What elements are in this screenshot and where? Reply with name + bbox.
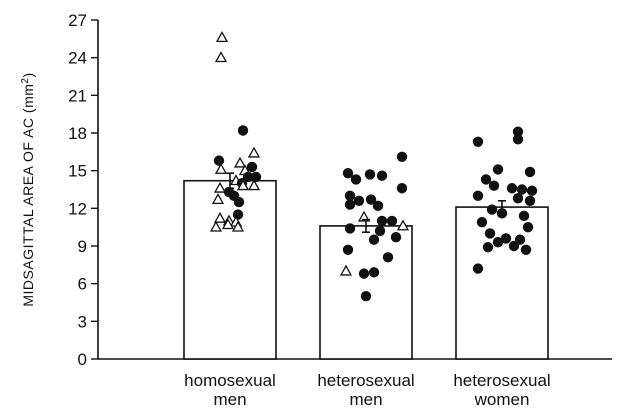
- data-point-filled: [472, 136, 484, 147]
- data-point-filled: [512, 134, 524, 145]
- category-label: heterosexual: [317, 371, 414, 390]
- data-point-open: [213, 211, 227, 223]
- data-point-filled: [396, 183, 408, 194]
- data-point-filled: [344, 190, 356, 201]
- data-point-filled: [506, 183, 518, 194]
- y-tick-label: 15: [68, 162, 87, 181]
- data-point-filled: [520, 244, 532, 255]
- data-point-filled: [360, 291, 372, 302]
- data-point-filled: [376, 215, 388, 227]
- data-point-open: [233, 156, 247, 168]
- bar: [183, 179, 277, 360]
- data-points: [209, 31, 538, 302]
- data-point-open: [211, 193, 225, 205]
- data-point-open: [396, 219, 410, 231]
- category-label: women: [474, 390, 530, 409]
- data-point-filled: [237, 125, 249, 136]
- y-tick-label: 6: [78, 275, 87, 294]
- data-point-filled: [374, 225, 386, 237]
- data-point-open: [247, 179, 261, 191]
- data-point-filled: [492, 237, 504, 248]
- data-point-filled: [526, 185, 538, 196]
- category-label: homosexual: [184, 371, 276, 390]
- data-point-filled: [472, 263, 484, 274]
- data-point-filled: [518, 210, 530, 222]
- y-tick-label: 24: [68, 49, 87, 68]
- data-point-filled: [524, 166, 536, 178]
- data-point-filled: [376, 170, 388, 181]
- y-tick-label: 12: [68, 199, 87, 218]
- data-point-filled: [484, 228, 496, 239]
- data-point-open: [214, 162, 228, 174]
- data-point-filled: [488, 180, 500, 191]
- data-point-filled: [342, 244, 354, 255]
- data-point-filled: [233, 196, 245, 208]
- data-point-filled: [500, 233, 512, 244]
- data-point-open: [236, 179, 250, 191]
- data-point-filled: [344, 223, 356, 234]
- y-tick-label: 27: [68, 11, 87, 30]
- data-point-filled: [368, 267, 380, 278]
- y-tick-label: 9: [78, 237, 87, 256]
- y-tick-label: 0: [78, 350, 87, 369]
- data-point-open: [215, 31, 229, 43]
- data-point-filled: [390, 232, 402, 243]
- data-point-open: [221, 218, 235, 230]
- data-point-filled: [250, 171, 262, 183]
- data-point-filled: [213, 155, 225, 166]
- data-point-filled: [232, 209, 244, 220]
- data-point-filled: [246, 161, 258, 173]
- data-point-open: [231, 220, 245, 232]
- data-point-filled: [522, 221, 534, 233]
- data-point-filled: [480, 174, 492, 185]
- category-label: men: [213, 390, 246, 409]
- data-point-filled: [368, 234, 380, 245]
- data-point-filled: [372, 200, 384, 212]
- data-point-filled: [382, 252, 394, 263]
- data-point-filled: [342, 167, 354, 179]
- data-point-filled: [482, 242, 494, 253]
- data-point-filled: [508, 240, 520, 252]
- y-axis-label: MIDSAGITTAL AREA OF AC (mm2): [20, 72, 37, 306]
- data-point-filled: [344, 199, 356, 210]
- data-point-open: [357, 210, 371, 222]
- data-point-filled: [350, 174, 362, 185]
- data-point-filled: [486, 204, 498, 215]
- data-point-filled: [396, 151, 408, 163]
- data-point-filled: [476, 216, 488, 228]
- data-point-open: [214, 51, 228, 63]
- data-point-filled: [512, 126, 524, 137]
- bars: [183, 179, 549, 360]
- data-point-open: [339, 264, 353, 276]
- y-tick-label: 18: [68, 124, 87, 143]
- data-point-open: [209, 220, 223, 232]
- category-label: heterosexual: [453, 371, 550, 390]
- data-point-open: [247, 146, 261, 158]
- category-label: men: [349, 390, 382, 409]
- data-point-filled: [492, 164, 504, 175]
- data-point-filled: [365, 194, 377, 205]
- data-point-filled: [386, 215, 398, 227]
- bar: [455, 206, 549, 360]
- data-point-filled: [358, 268, 370, 279]
- data-point-filled: [512, 193, 524, 204]
- data-point-filled: [516, 184, 528, 195]
- labels: 0 3 6 9 12 15 18 21 24 27 MIDSAGITTAL AREA OF AC (…: [20, 11, 551, 409]
- data-point-filled: [353, 195, 365, 206]
- data-point-open: [213, 181, 227, 193]
- data-point-filled: [472, 190, 484, 201]
- data-point-filled: [524, 195, 536, 206]
- y-tick-label: 3: [78, 312, 87, 331]
- data-point-filled: [364, 169, 376, 180]
- y-tick-label: 21: [68, 86, 87, 105]
